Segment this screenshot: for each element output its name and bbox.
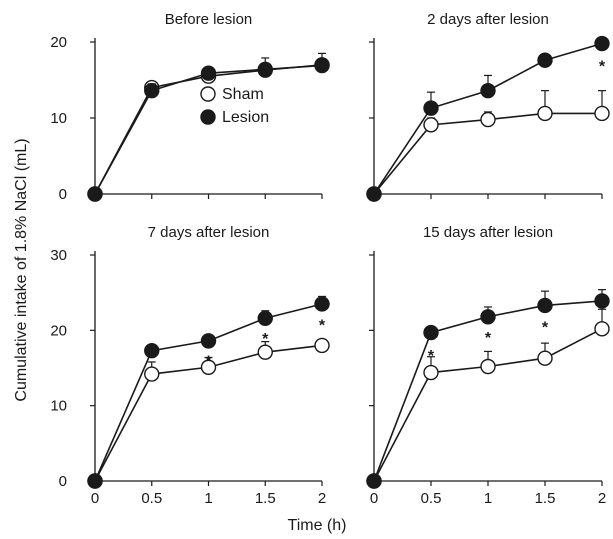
- series-line: [94, 303, 323, 482]
- x-tick-label: 1: [204, 490, 212, 507]
- data-point: [144, 342, 160, 359]
- x-tick-label: 1: [484, 490, 492, 507]
- y-tick-label: 20: [50, 322, 67, 339]
- data-point: [257, 61, 273, 78]
- data-point: [423, 117, 439, 133]
- data-point: [480, 82, 496, 99]
- data-point: [200, 333, 217, 349]
- data-point: [594, 293, 610, 309]
- data-point: [594, 35, 610, 52]
- data-point: [314, 337, 330, 354]
- panel-2: 2 days after lesion *: [366, 11, 610, 202]
- data-point: [314, 57, 330, 74]
- data-point: [537, 350, 553, 366]
- significance-star: *: [205, 353, 212, 370]
- x-tick-label: 1.5: [255, 490, 276, 507]
- series-lesion: [87, 52, 330, 202]
- panel-title: Before lesion: [165, 11, 253, 28]
- series-lesion: [366, 35, 610, 202]
- series-line: [94, 64, 323, 195]
- panel-3: 7 days after lesion 0 10 20 30 0 0.5 1 1.5 2 * * *: [50, 224, 330, 507]
- y-tick-label: 10: [50, 110, 67, 127]
- data-point: [480, 358, 496, 375]
- panel-title: 15 days after lesion: [423, 224, 553, 241]
- legend-sham-marker: [200, 86, 216, 102]
- x-tick-label: 0: [370, 490, 378, 507]
- panel-title: 7 days after lesion: [148, 224, 270, 241]
- significance-star: *: [428, 348, 435, 365]
- data-point: [87, 186, 103, 202]
- y-axis-title: Cumulative intake of 1.8% NaCl (mL): [13, 138, 30, 401]
- data-point: [257, 344, 273, 360]
- data-point: [537, 297, 553, 314]
- data-point: [594, 105, 610, 122]
- data-point: [366, 186, 382, 202]
- legend: Sham Lesion: [200, 86, 269, 126]
- series-line: [373, 300, 603, 482]
- y-tick-label: 30: [50, 247, 67, 264]
- significance-star: *: [262, 331, 269, 348]
- significance-star: *: [485, 330, 492, 347]
- data-point: [144, 82, 160, 99]
- panel-4: 15 days after lesion 0 0.5 1 1.5 2 * * *: [366, 224, 610, 507]
- data-point: [537, 105, 553, 122]
- series-sham: [366, 90, 610, 202]
- y-tick-label: 10: [50, 398, 67, 415]
- x-tick-label: 2: [598, 490, 606, 507]
- data-point: [314, 296, 330, 312]
- y-tick-label: 0: [59, 473, 67, 490]
- legend-sham-label: Sham: [222, 86, 264, 103]
- x-axis-title: Time (h): [288, 517, 347, 534]
- data-point: [200, 359, 217, 375]
- data-point: [480, 111, 496, 128]
- legend-lesion-marker: [200, 109, 216, 125]
- data-point: [480, 309, 496, 325]
- x-tick-label: 0.5: [141, 490, 162, 507]
- data-point: [423, 100, 439, 116]
- data-point: [257, 310, 273, 326]
- data-point: [423, 364, 439, 381]
- series-lesion: [366, 289, 610, 489]
- data-point: [87, 473, 103, 489]
- significance-star: *: [542, 320, 549, 337]
- legend-lesion-label: Lesion: [222, 109, 269, 126]
- data-point: [366, 473, 382, 489]
- panel-title: 2 days after lesion: [427, 11, 549, 28]
- significance-star: *: [319, 317, 326, 334]
- x-tick-label: 0.5: [421, 490, 442, 507]
- panel-1: Before lesion 0 10 20: [50, 11, 330, 203]
- series-lesion: [87, 295, 330, 489]
- x-tick-label: 2: [318, 490, 326, 507]
- data-point: [594, 321, 610, 337]
- data-point: [200, 65, 217, 81]
- y-tick-label: 0: [59, 186, 67, 203]
- x-tick-label: 1.5: [535, 490, 556, 507]
- data-point: [423, 324, 439, 341]
- x-tick-label: 0: [91, 490, 99, 507]
- y-tick-label: 20: [50, 34, 67, 51]
- significance-star: *: [599, 59, 606, 76]
- data-point: [537, 52, 553, 68]
- data-point: [144, 366, 160, 382]
